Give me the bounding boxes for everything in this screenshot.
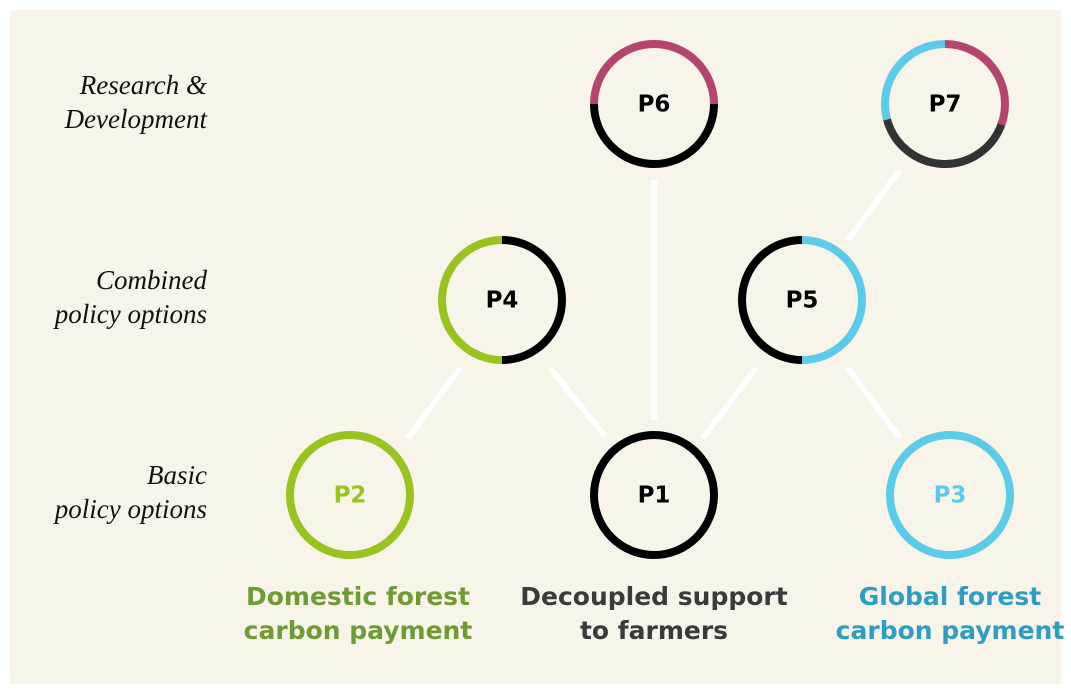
connector xyxy=(700,366,759,440)
node-label: P3 xyxy=(934,483,967,509)
row-label: Basic xyxy=(147,460,207,490)
connector xyxy=(845,168,903,242)
caption: Global forest xyxy=(859,582,1042,611)
caption: Decoupled support xyxy=(520,582,787,611)
node-ring xyxy=(801,236,866,364)
row-label: policy options xyxy=(53,299,207,329)
node-label: P6 xyxy=(638,92,671,118)
row-label: Development xyxy=(64,104,209,134)
node-ring xyxy=(590,431,718,559)
node-ring xyxy=(883,118,1006,168)
connector xyxy=(845,366,903,440)
node-ring xyxy=(590,103,718,168)
node-ring xyxy=(886,431,1014,559)
node-ring xyxy=(738,236,803,364)
node-label: P4 xyxy=(486,288,519,314)
node-label: P7 xyxy=(929,92,962,118)
connectors xyxy=(405,168,903,440)
caption: to farmers xyxy=(580,616,728,645)
caption: Domestic forest xyxy=(246,582,470,611)
connector xyxy=(547,366,608,438)
node-ring xyxy=(944,40,1009,126)
node-ring xyxy=(590,40,718,105)
node-ring xyxy=(286,431,414,559)
node-ring xyxy=(438,236,503,364)
connector xyxy=(405,366,463,440)
row-label: Combined xyxy=(96,265,207,295)
row-label: Research & xyxy=(79,70,207,100)
row-label: policy options xyxy=(53,494,207,524)
node-label: P2 xyxy=(334,483,367,509)
node-ring xyxy=(881,40,946,121)
node-label: P5 xyxy=(786,288,819,314)
node-label: P1 xyxy=(638,483,671,509)
node-ring xyxy=(501,236,566,364)
caption: carbon payment xyxy=(836,616,1065,645)
caption: carbon payment xyxy=(244,616,473,645)
